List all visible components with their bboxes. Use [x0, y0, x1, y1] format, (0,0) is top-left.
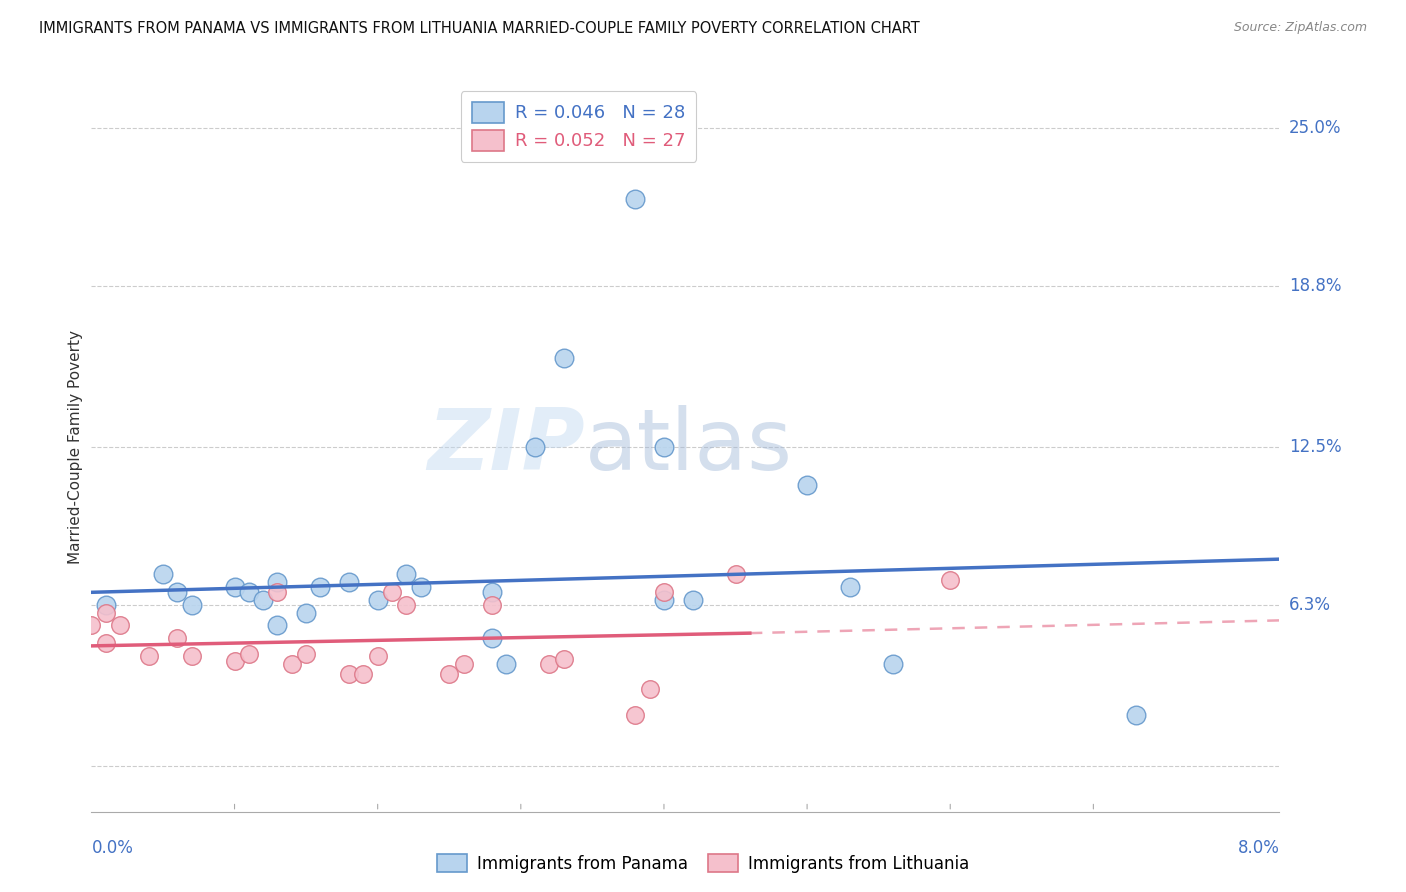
Point: [295, 606, 318, 620]
Point: [381, 585, 404, 599]
Point: [152, 567, 174, 582]
Point: [281, 657, 304, 671]
Point: [796, 478, 818, 492]
Text: Source: ZipAtlas.com: Source: ZipAtlas.com: [1233, 21, 1367, 34]
Point: [266, 618, 288, 632]
Point: [180, 649, 202, 664]
Point: [238, 585, 260, 599]
Text: ZIP: ZIP: [427, 405, 585, 489]
Point: [724, 567, 747, 582]
Point: [839, 580, 862, 594]
Point: [395, 598, 418, 612]
Text: IMMIGRANTS FROM PANAMA VS IMMIGRANTS FROM LITHUANIA MARRIED-COUPLE FAMILY POVERT: IMMIGRANTS FROM PANAMA VS IMMIGRANTS FRO…: [39, 21, 920, 36]
Point: [367, 593, 389, 607]
Point: [224, 580, 246, 594]
Point: [395, 567, 418, 582]
Point: [652, 440, 675, 454]
Point: [224, 654, 246, 668]
Point: [94, 636, 117, 650]
Point: [266, 575, 288, 590]
Point: [252, 593, 274, 607]
Text: 8.0%: 8.0%: [1237, 839, 1279, 857]
Point: [352, 667, 374, 681]
Point: [481, 585, 503, 599]
Point: [180, 598, 202, 612]
Legend: R = 0.046   N = 28, R = 0.052   N = 27: R = 0.046 N = 28, R = 0.052 N = 27: [461, 91, 696, 161]
Point: [495, 657, 517, 671]
Point: [94, 598, 117, 612]
Point: [367, 649, 389, 664]
Text: 25.0%: 25.0%: [1289, 119, 1341, 137]
Point: [882, 657, 904, 671]
Point: [337, 667, 360, 681]
Point: [553, 351, 575, 365]
Point: [682, 593, 704, 607]
Text: 12.5%: 12.5%: [1289, 438, 1341, 456]
Point: [481, 632, 503, 646]
Point: [624, 193, 647, 207]
Point: [553, 651, 575, 665]
Point: [538, 657, 561, 671]
Point: [439, 667, 461, 681]
Point: [652, 593, 675, 607]
Point: [453, 657, 475, 671]
Point: [138, 649, 160, 664]
Point: [80, 618, 103, 632]
Legend: Immigrants from Panama, Immigrants from Lithuania: Immigrants from Panama, Immigrants from …: [430, 847, 976, 880]
Text: 18.8%: 18.8%: [1289, 277, 1341, 295]
Point: [624, 707, 647, 722]
Y-axis label: Married-Couple Family Poverty: Married-Couple Family Poverty: [67, 330, 83, 564]
Point: [166, 585, 188, 599]
Point: [939, 573, 962, 587]
Point: [409, 580, 432, 594]
Point: [1125, 707, 1147, 722]
Point: [524, 440, 547, 454]
Point: [481, 598, 503, 612]
Point: [166, 632, 188, 646]
Point: [108, 618, 131, 632]
Point: [295, 647, 318, 661]
Point: [638, 682, 661, 697]
Text: atlas: atlas: [585, 405, 793, 489]
Point: [238, 647, 260, 661]
Point: [266, 585, 288, 599]
Point: [652, 585, 675, 599]
Text: 6.3%: 6.3%: [1289, 596, 1331, 614]
Point: [337, 575, 360, 590]
Point: [94, 606, 117, 620]
Point: [309, 580, 332, 594]
Text: 0.0%: 0.0%: [91, 839, 134, 857]
